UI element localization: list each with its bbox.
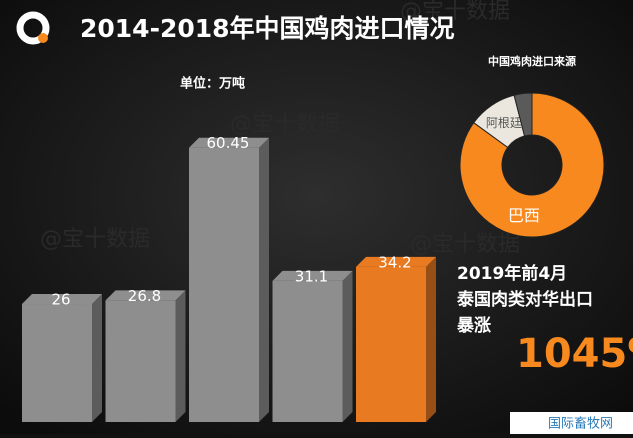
bar	[105, 300, 176, 422]
bar-top	[272, 270, 353, 281]
title: 2014-2018年中国鸡肉进口情况	[80, 14, 455, 43]
pie-slice	[513, 92, 533, 137]
bar-side	[426, 256, 436, 422]
unit: 单位：万吨	[180, 76, 245, 92]
bar-side	[342, 270, 353, 422]
annotation: 暴涨	[456, 316, 491, 336]
bar	[272, 280, 343, 422]
watermark: @宝十数据	[230, 112, 340, 137]
bar-top	[189, 137, 269, 148]
watermark: @宝十数据	[410, 232, 520, 257]
value-label: 34.2	[378, 253, 411, 271]
bar-side	[175, 290, 186, 422]
slice-label: 巴西	[508, 206, 540, 225]
annotation: 2019年前4月	[457, 263, 567, 284]
bar-side	[92, 294, 102, 422]
watermark: @宝十数据	[40, 227, 150, 252]
bar-top	[356, 256, 436, 267]
pie-title: 中国鸡肉进口来源	[488, 54, 576, 68]
bar	[189, 147, 259, 422]
pie-slice	[459, 92, 605, 238]
value-label: 60.45	[207, 134, 250, 152]
value-label: 26	[51, 291, 70, 309]
watermarks: @宝十数据 @宝十数据 @宝十数据 @宝十数据	[40, 0, 520, 257]
footer: 国际畜牧网	[548, 416, 613, 432]
value-label: 31.1	[295, 267, 328, 285]
logo-dot	[38, 33, 48, 43]
value-label: 26.8	[128, 287, 161, 305]
annotation: 泰国肉类对华出口	[457, 289, 593, 310]
bar-side	[259, 137, 269, 422]
bar-top	[105, 290, 186, 301]
highlight: 1045%	[516, 331, 633, 377]
footer-bg	[510, 412, 633, 434]
logo	[16, 11, 50, 45]
bar	[22, 304, 92, 422]
watermark: @宝十数据	[400, 0, 510, 24]
bar	[356, 266, 426, 422]
bar-top	[22, 294, 102, 305]
slice-label: 阿根廷	[486, 116, 522, 130]
